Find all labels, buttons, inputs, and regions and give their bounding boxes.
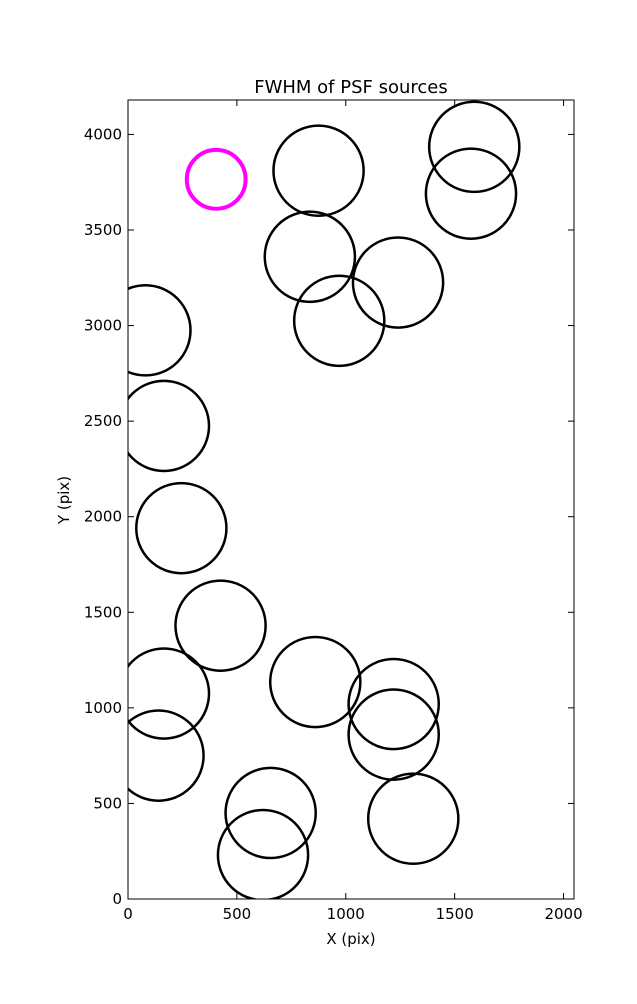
psf-source-circle [135,481,228,575]
psf-source-circle [427,100,521,194]
data-marks [128,100,521,899]
psf-source-circle [351,236,445,329]
y-tick-label: 0 [112,890,122,908]
y-tick-label: 1500 [84,603,122,621]
x-axis-label: X (pix) [326,930,375,948]
x-tick-label: 1500 [436,905,474,923]
psf-source-circle [128,647,211,740]
x-tick-label: 1000 [327,905,365,923]
psf-source-circle [174,579,267,672]
x-axis: 0 500 1000 1500 2000 [123,100,583,923]
y-tick-label: 3000 [84,317,122,335]
y-tick-label: 4000 [84,125,122,143]
psf-source-circle [347,688,441,781]
psf-source-circle [268,635,362,729]
chart-title: FWHM of PSF sources [254,77,448,98]
y-tick-label: 3500 [84,221,122,239]
psf-source-circle [347,657,441,751]
plot-frame [127,99,575,900]
psf-source-circle [272,124,365,218]
psf-source-circle [224,766,317,860]
y-tick-label: 2000 [84,508,122,526]
y-tick-label: 2500 [84,412,122,430]
highlight-circle [184,147,248,211]
psf-source-circle [366,772,460,866]
psf-source-circle [424,147,518,240]
y-tick-label: 1000 [84,699,122,717]
x-tick-label: 500 [223,905,252,923]
x-tick-label: 0 [123,905,133,923]
psf-source-circle [216,808,310,899]
y-axis: 0 500 1000 1500 2000 2500 3000 3500 4000 [84,125,574,908]
y-axis-label: Y (pix) [55,476,73,525]
psf-source-circle [128,379,211,473]
y-tick-label: 500 [93,794,122,812]
psf-source-circle [292,274,386,368]
psf-source-circle [263,210,357,304]
psf-source-circle [128,709,205,802]
psf-source-circle [128,284,192,377]
x-tick-label: 2000 [544,905,582,923]
